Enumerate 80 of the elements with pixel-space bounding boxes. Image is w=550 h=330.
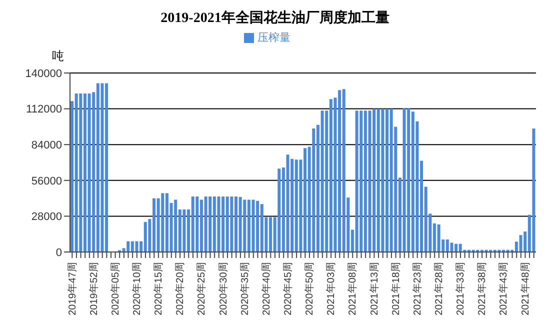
bar (355, 110, 358, 252)
x-tick-label: 2021年48周 (519, 262, 532, 316)
y-axis-title: 吨 (52, 48, 64, 65)
x-tick-label: 2020年45周 (282, 262, 294, 316)
bar (144, 222, 147, 252)
bar (88, 93, 91, 252)
x-tick-label: 2020年25周 (196, 262, 208, 316)
bar (135, 241, 138, 252)
bar (278, 168, 281, 252)
bar (96, 83, 100, 252)
bar (286, 154, 290, 252)
x-tick-label: 2021年33周 (454, 262, 467, 316)
x-tick-label: 2021年18周 (390, 262, 402, 316)
y-tick-label: 140000 (25, 68, 62, 80)
legend-label: 压榨量 (258, 32, 290, 44)
bar (368, 110, 372, 252)
x-tick-label: 2020年20周 (174, 262, 186, 316)
x-tick-label: 2020年05周 (109, 262, 122, 316)
bar (208, 196, 212, 252)
x-tick-label: 2021年03周 (325, 262, 338, 316)
y-tick-label: 112000 (26, 104, 62, 116)
y-tick-label: 28000 (31, 211, 62, 224)
bar (411, 112, 414, 252)
bar (196, 196, 199, 252)
bar (191, 196, 194, 252)
x-tick-label: 2021年08周 (346, 262, 359, 316)
bar (294, 160, 298, 252)
x-tick-label: 2020年35周 (238, 262, 251, 316)
bar (204, 196, 208, 252)
x-tick-label: 2021年38周 (476, 262, 488, 316)
bar (342, 89, 346, 252)
x-tick-label: 2021年28周 (433, 262, 446, 316)
bar (360, 110, 363, 252)
bar (230, 196, 234, 252)
bar (458, 244, 462, 252)
x-tick-label: 2020年50周 (304, 262, 316, 316)
x-tick-label: 2019年47周 (66, 262, 78, 316)
x-tick-label: 2020年30周 (217, 262, 230, 316)
x-tick-label: 2021年23周 (411, 262, 424, 316)
y-tick-label: 84000 (31, 140, 62, 152)
bar (532, 128, 536, 252)
bar (381, 108, 384, 252)
bar (79, 93, 82, 252)
bar (161, 193, 164, 252)
bar (450, 242, 454, 252)
bar (446, 239, 449, 252)
bar (519, 235, 522, 252)
x-tick-label: 2021年13周 (368, 262, 380, 316)
bar (376, 108, 380, 252)
bar (74, 93, 78, 252)
bar (390, 108, 393, 252)
x-tick-label: 2019年52周 (88, 262, 100, 316)
x-tick-label: 2020年10周 (130, 262, 143, 316)
bar (174, 200, 178, 252)
bar (437, 224, 440, 252)
bar (182, 209, 186, 252)
bar (217, 196, 220, 252)
bar (226, 196, 229, 252)
bar (238, 197, 242, 252)
bar (407, 108, 410, 252)
bar (243, 200, 246, 252)
bar (320, 110, 324, 252)
bar (100, 83, 104, 252)
bar (364, 110, 367, 252)
bar (402, 108, 406, 252)
bar (329, 99, 332, 252)
bar (290, 158, 294, 252)
bar (130, 241, 134, 252)
x-tick-label: 2021年43周 (498, 262, 510, 316)
chart-title: 2019-2021年全国花生油厂周度加工量 (160, 8, 390, 28)
bar (212, 196, 216, 252)
x-tick-label: 2020年40周 (260, 262, 272, 316)
bar (252, 200, 255, 252)
bar (312, 128, 316, 252)
bar (260, 204, 264, 252)
y-tick-label: 0 (56, 246, 62, 259)
bar (126, 241, 130, 252)
y-tick-label: 56000 (31, 175, 62, 188)
bar (247, 200, 250, 252)
x-tick-label: 2020年15周 (152, 262, 165, 316)
